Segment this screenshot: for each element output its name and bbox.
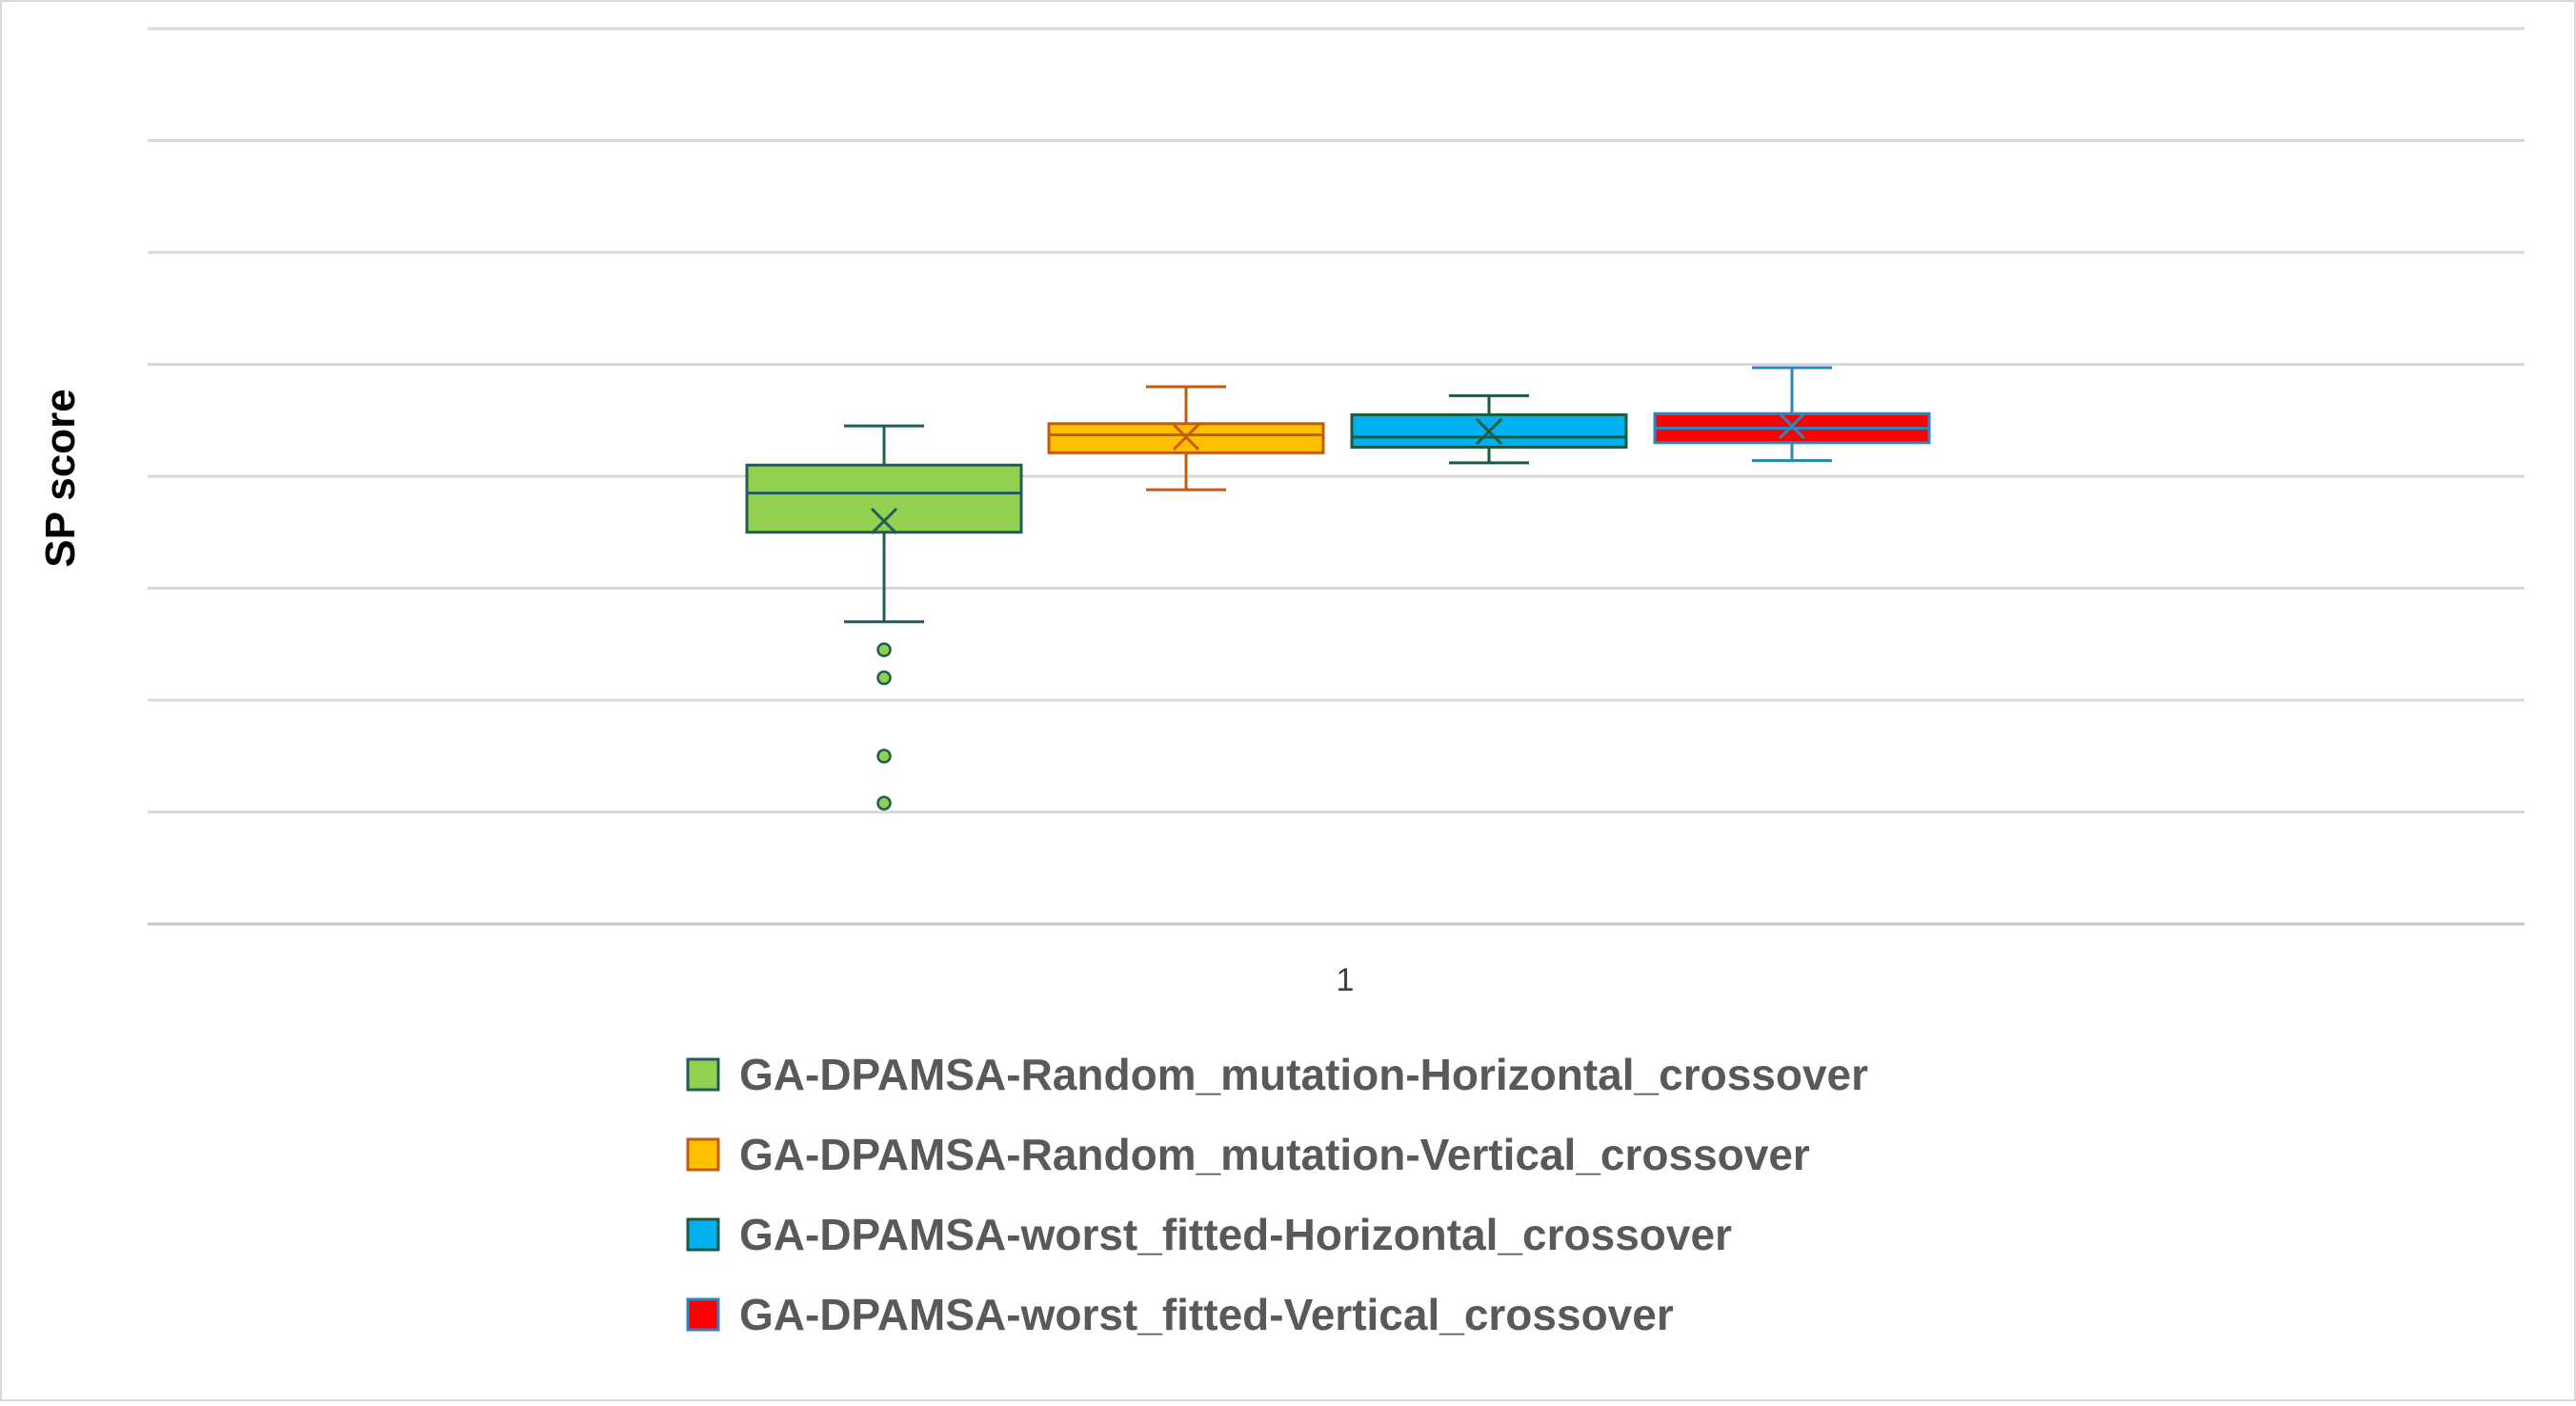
box-series-4	[1653, 366, 1931, 463]
gridlines	[148, 27, 2525, 926]
mean-marker	[1778, 412, 1806, 440]
legend-item-3: GA-DPAMSA-worst_fitted-Horizontal_crosso…	[686, 1210, 1732, 1259]
legend-swatch	[686, 1137, 720, 1172]
outlier-point	[876, 749, 892, 764]
x-tick-label: 1	[1337, 962, 1355, 998]
legend-label: GA-DPAMSA-worst_fitted-Vertical_crossove…	[739, 1290, 1674, 1339]
legend-label: GA-DPAMSA-Random_mutation-Vertical_cross…	[739, 1130, 1810, 1179]
legend-item-1: GA-DPAMSA-Random_mutation-Horizontal_cro…	[686, 1050, 1868, 1099]
legend: GA-DPAMSA-Random_mutation-Horizontal_cro…	[686, 1050, 1868, 1339]
box-series-1	[745, 424, 1023, 811]
legend-swatch	[686, 1057, 720, 1092]
legend-item-4: GA-DPAMSA-worst_fitted-Vertical_crossove…	[686, 1290, 1674, 1339]
box-series-2	[1047, 385, 1325, 492]
outlier-point	[876, 795, 892, 811]
mean-marker	[870, 507, 898, 535]
legend-swatch	[686, 1217, 720, 1252]
y-axis-label: SP score	[37, 389, 84, 568]
mean-marker	[1172, 423, 1200, 451]
legend-swatch	[686, 1297, 720, 1332]
outlier-point	[876, 642, 892, 657]
legend-label: GA-DPAMSA-worst_fitted-Horizontal_crosso…	[739, 1210, 1732, 1259]
legend-item-2: GA-DPAMSA-Random_mutation-Vertical_cross…	[686, 1130, 1810, 1179]
box-series-3	[1350, 393, 1628, 465]
mean-marker	[1475, 417, 1503, 446]
legend-label: GA-DPAMSA-Random_mutation-Horizontal_cro…	[739, 1050, 1868, 1099]
plot-boxes	[745, 366, 1931, 811]
outlier-point	[876, 670, 892, 686]
